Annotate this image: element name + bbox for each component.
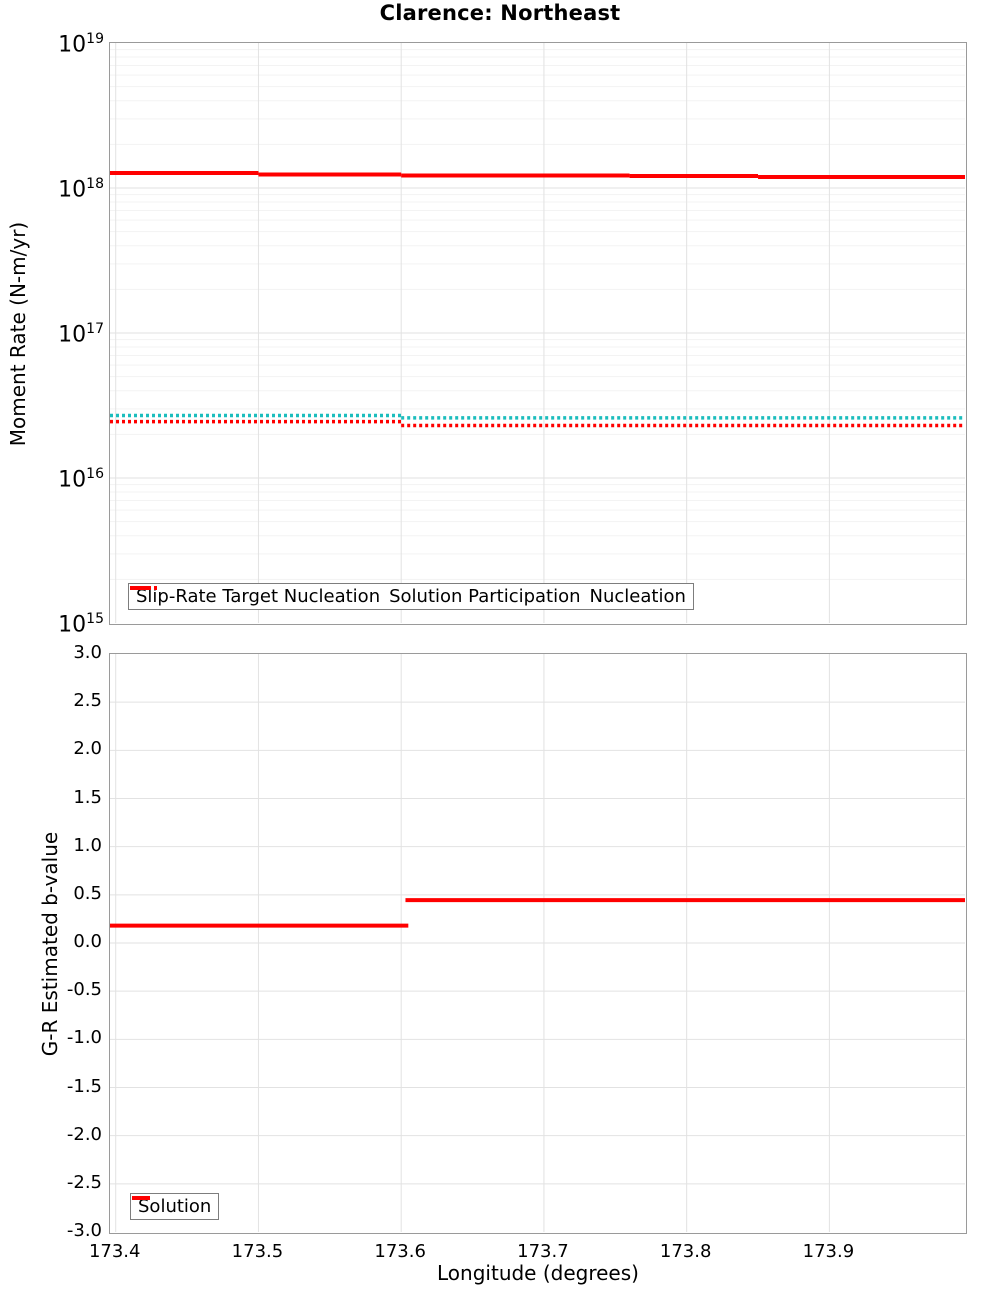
longitude-x-tick-label: 173.6 [374,1241,426,1262]
moment-rate-y-tick-label: 1016 [58,466,104,493]
b-value-y-tick-label: -1.0 [66,1027,102,1049]
longitude-x-tick-label: 173.7 [517,1241,569,1262]
solid-line-swatch-icon [132,1196,150,1200]
legend-label: Nucleation [589,586,686,607]
moment-rate-y-tick-label: 1015 [58,611,104,638]
b-value-y-tick-label: 0.0 [73,931,102,952]
legend-item: Solution Participation [130,586,581,607]
b-value-y-tick-label: 1.5 [73,786,102,808]
dotted-line-swatch-icon [130,586,158,590]
longitude-x-tick-label: 173.4 [88,1241,141,1262]
legend-label: Solution [138,1196,212,1217]
chart-title: Clarence: Northeast [379,1,621,25]
b-value-y-tick-label: -2.5 [66,1171,102,1193]
moment-rate-y-tick-label: 1019 [58,31,104,58]
longitude-x-tick-label: 173.5 [231,1241,284,1262]
moment-rate-y-tick-label: 1017 [58,321,104,348]
b-value-y-tick-label: -2.0 [66,1123,102,1145]
b-value-y-tick-label: 1.0 [73,834,102,856]
legend-item: Slip-Rate Target Nucleation [130,586,381,607]
b-value-y-tick-label: 2.5 [73,690,102,712]
b-value-y-tick-label: 3.0 [73,642,102,663]
b-value-y-tick-label: -3.0 [66,1220,102,1241]
moment-rate-legend: Slip-Rate Target Nucleation Solution Part… [128,583,694,610]
longitude-x-tick-label: 173.8 [659,1241,712,1262]
moment-rate-plot-area: Slip-Rate Target Nucleation Solution Part… [109,42,967,625]
moment-rate-y-tick-label: 1018 [58,176,104,203]
legend-label: Solution Participation [389,586,581,607]
legend-label: Slip-Rate Target Nucleation [136,586,381,607]
b-value-legend: Solution [130,1193,220,1220]
b-value-y-tick-label: -0.5 [66,979,102,1001]
longitude-x-tick-label: 173.9 [802,1241,855,1262]
longitude-axis-label: Longitude (degrees) [437,1261,639,1285]
b-value-y-tick-label: 0.5 [73,882,102,904]
moment-rate-axis-label: Moment Rate (N-m/yr) [6,221,30,447]
b-value-y-tick-label: -1.5 [66,1075,102,1097]
b-value-plot-canvas [110,654,965,1232]
b-value-y-tick-label: 2.0 [73,738,102,760]
legend-item: Solution [132,1196,212,1217]
moment-rate-plot-canvas [110,43,965,623]
legend-item: Nucleation [130,586,686,607]
b-value-plot-area: Solution [109,653,967,1234]
